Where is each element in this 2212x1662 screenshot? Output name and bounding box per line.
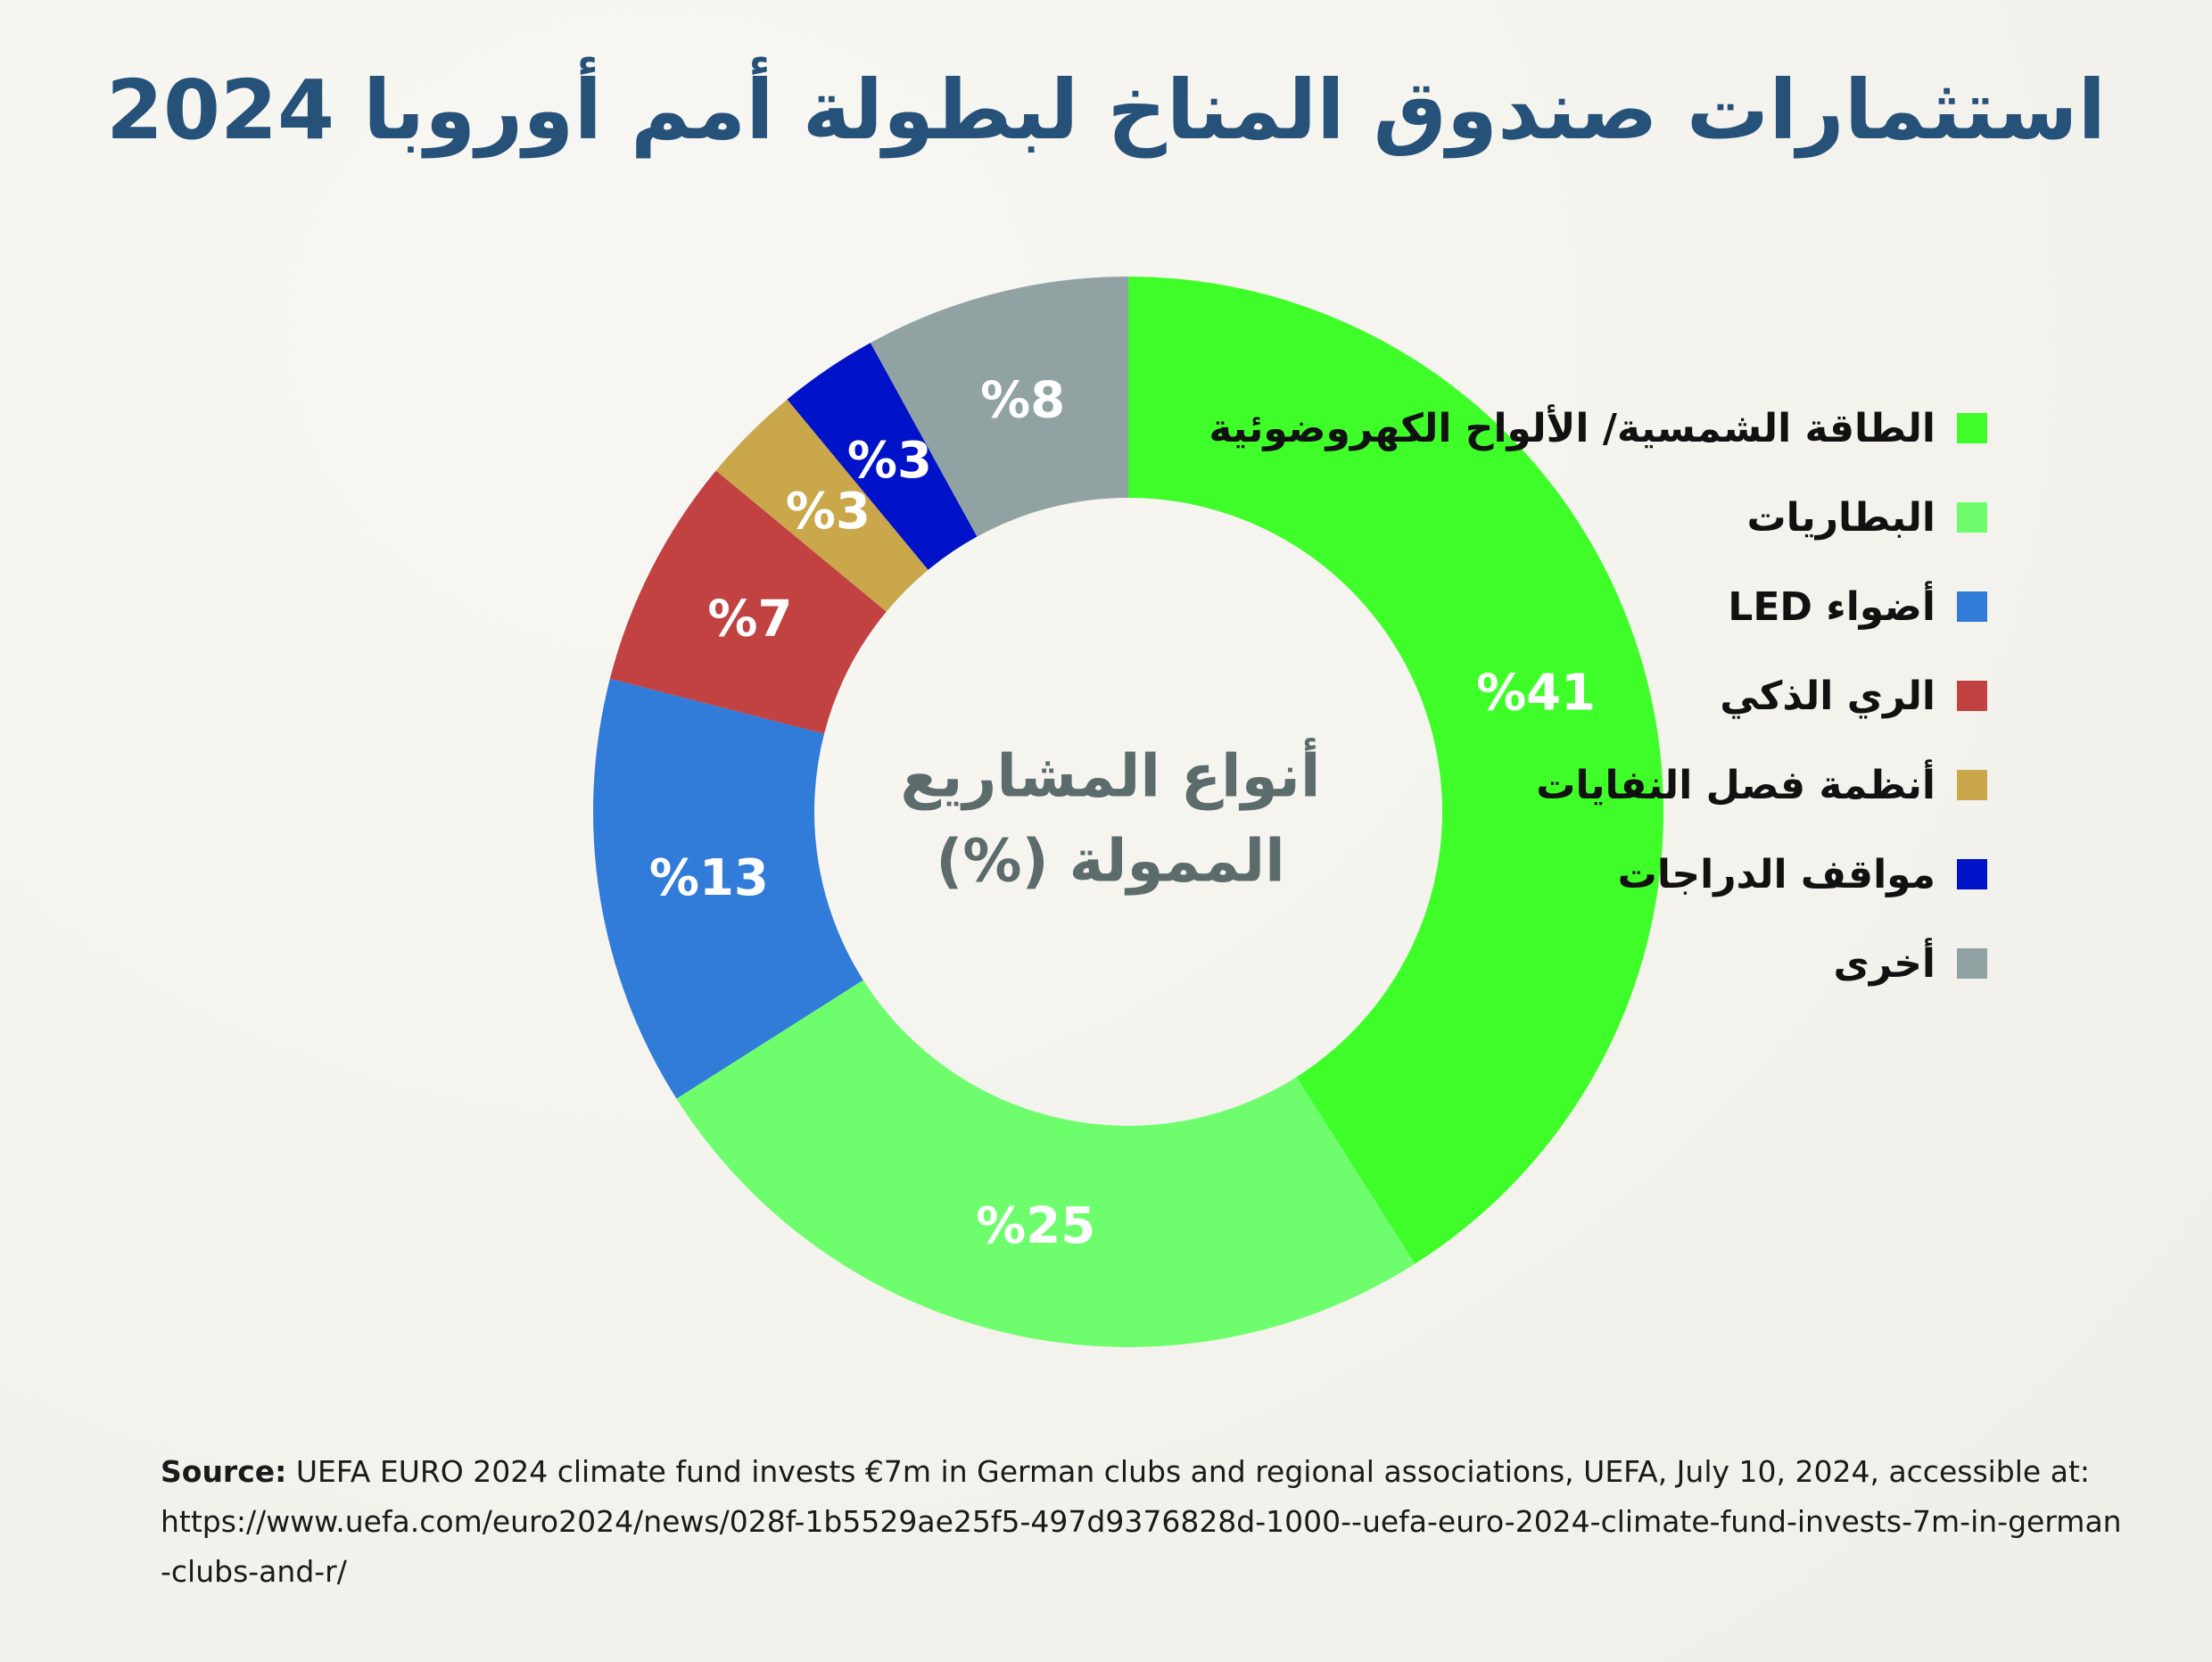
legend-label-0: الطاقة الشمسية/ الألواح الكهروضوئية (1209, 405, 1936, 451)
center-label-line-2: الممولة (%) (936, 827, 1285, 897)
legend-swatch-0 (1957, 413, 1987, 443)
legend-label-4: أنظمة فصل النفايات (1536, 762, 1936, 808)
slice-value-label-2: %13 (649, 849, 769, 907)
legend-swatch-5 (1957, 859, 1987, 889)
slice-value-label-6: %8 (980, 371, 1065, 429)
legend-swatch-6 (1957, 948, 1987, 979)
legend-item-4: أنظمة فصل النفايات (1209, 740, 1987, 830)
legend-label-3: الري الذكي (1720, 673, 1936, 719)
legend-label-1: البطاريات (1746, 494, 1936, 541)
source-note: Source: UEFA EURO 2024 climate fund inve… (161, 1447, 2123, 1597)
legend-item-2: أضواء LED (1209, 562, 1987, 651)
donut-slice-6 (870, 277, 1128, 537)
legend-label-6: أخرى (1833, 940, 1936, 987)
legend-swatch-1 (1957, 502, 1987, 533)
source-text: UEFA EURO 2024 climate fund invests €7m … (286, 1454, 2090, 1489)
slice-value-label-0: %41 (1476, 665, 1596, 723)
donut-slice-1 (676, 980, 1416, 1347)
chart-title: استثمارات صندوق المناخ لبطولة أمم أوروبا… (105, 62, 2107, 158)
slice-value-label-3: %7 (707, 590, 792, 648)
source-url[interactable]: https://www.uefa.com/euro2024/news/028f-… (161, 1504, 2122, 1589)
slice-value-label-4: %3 (786, 483, 871, 541)
legend-item-0: الطاقة الشمسية/ الألواح الكهروضوئية (1209, 384, 1987, 473)
legend: الطاقة الشمسية/ الألواح الكهروضوئية البطا… (1209, 384, 1987, 1008)
source-prefix: Source: (161, 1454, 287, 1489)
donut-slice-5 (787, 343, 978, 570)
legend-label-2: أضواء LED (1728, 583, 1936, 630)
legend-item-5: مواقف الدراجات (1209, 830, 1987, 919)
slice-value-label-5: %3 (847, 432, 932, 490)
legend-swatch-4 (1957, 770, 1987, 800)
legend-swatch-3 (1957, 681, 1987, 711)
donut-slice-2 (593, 678, 863, 1099)
donut-slice-4 (715, 399, 929, 612)
legend-item-3: الري الذكي (1209, 651, 1987, 740)
legend-item-6: أخرى (1209, 919, 1987, 1008)
legend-item-1: البطاريات (1209, 473, 1987, 562)
slice-value-label-1: %25 (976, 1197, 1095, 1255)
donut-slice-0 (1128, 277, 1664, 1264)
center-label-line-1: أنواع المشاريع (901, 738, 1321, 812)
legend-label-5: مواقف الدراجات (1617, 851, 1936, 897)
donut-slice-3 (609, 470, 887, 734)
legend-swatch-2 (1957, 591, 1987, 622)
